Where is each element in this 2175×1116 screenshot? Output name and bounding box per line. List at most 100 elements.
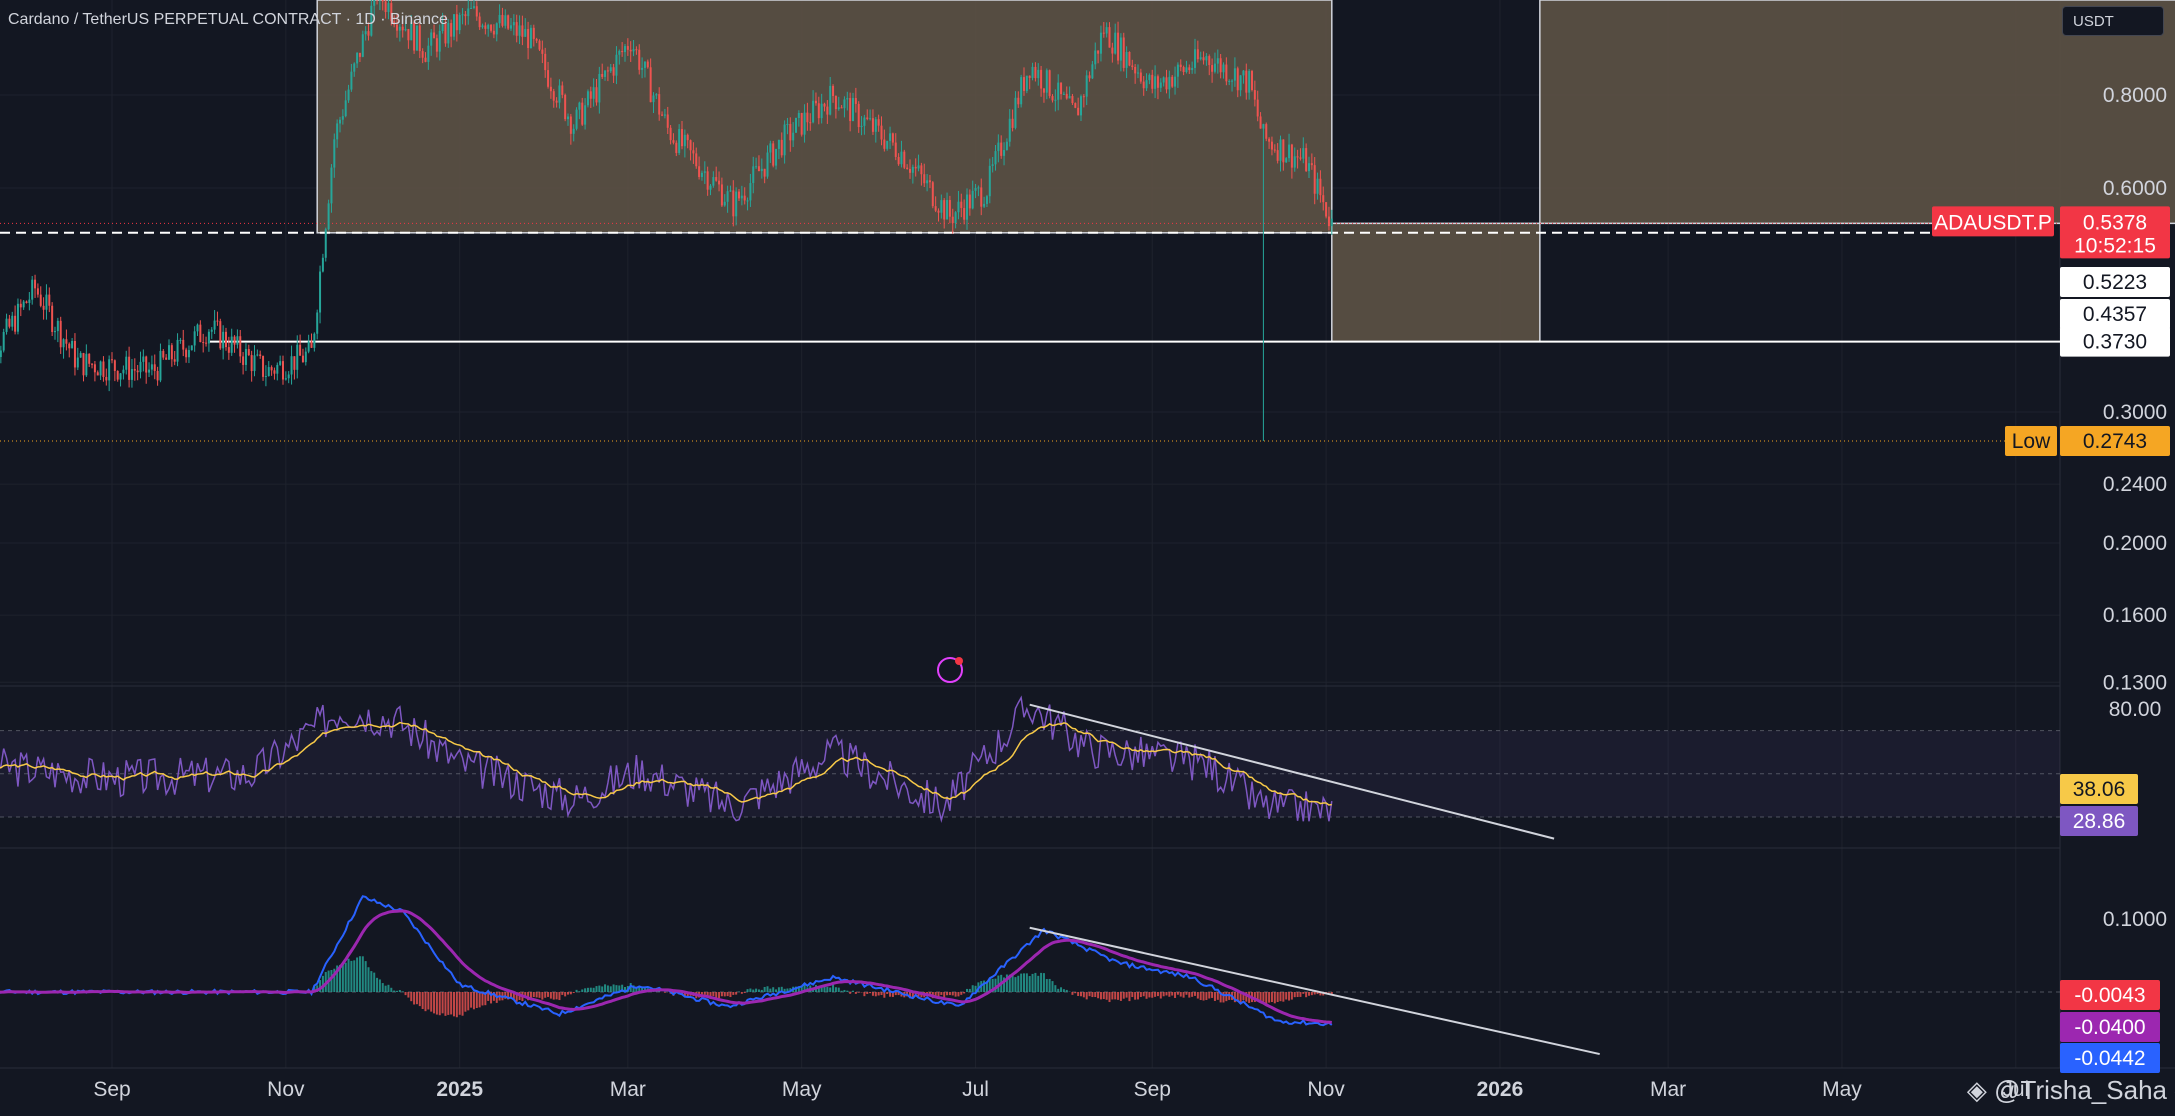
time-axis: Sep Nov 2025 Mar May Jul Sep Nov 2026 Mar May Jul Se… [93, 1078, 2175, 1101]
candle [185, 347, 188, 363]
candle-body [626, 46, 629, 50]
candle [244, 343, 247, 371]
candle [1060, 82, 1063, 100]
candle-body [920, 165, 923, 175]
candle [974, 183, 977, 199]
candle-body [1102, 32, 1105, 34]
histogram-bar [455, 992, 458, 1018]
histogram-bar [615, 985, 618, 992]
candle [313, 332, 316, 352]
candle [814, 92, 817, 106]
candle [643, 61, 646, 78]
histogram-bar [1085, 992, 1088, 1000]
histogram-bar [729, 992, 732, 998]
candle-body [521, 25, 524, 37]
histogram-bar [871, 992, 874, 996]
histogram-bar [1202, 992, 1205, 1001]
candle [800, 112, 803, 137]
candle-body [1282, 139, 1285, 163]
candle-body [852, 98, 854, 122]
candle-body [501, 14, 504, 26]
candle-body [871, 118, 874, 132]
histogram-bar [444, 992, 447, 1016]
candle [470, 1, 473, 9]
candle [34, 274, 37, 298]
candle-body [216, 320, 219, 322]
candle-body [777, 139, 780, 149]
candle-body [413, 22, 416, 51]
candle [116, 370, 119, 382]
histogram-bar [1299, 992, 1302, 997]
candle-body [162, 350, 165, 358]
candle-body [1194, 49, 1196, 68]
candle-body [749, 183, 752, 201]
candle-body [447, 23, 450, 44]
candle-body [1054, 99, 1057, 101]
histogram-bar [589, 987, 592, 992]
candle [549, 77, 552, 99]
histogram-bar [712, 992, 715, 997]
candle-body [122, 369, 125, 374]
currency-button[interactable]: USDT [2062, 6, 2164, 36]
candle-body [769, 143, 772, 153]
candle [207, 329, 210, 352]
candle [1327, 206, 1330, 231]
candle [418, 19, 421, 59]
candle-body [327, 203, 330, 230]
histogram-bar [700, 992, 703, 995]
candle [1288, 133, 1291, 162]
candle-body [1239, 75, 1242, 91]
candle [578, 101, 581, 120]
histogram-bar [364, 961, 367, 992]
histogram-bar [740, 992, 743, 994]
candle-body [1151, 74, 1154, 89]
candle-body [1142, 81, 1145, 89]
candle [923, 163, 926, 188]
histogram-bar [632, 985, 635, 992]
histogram-bar [1097, 992, 1100, 999]
candle [635, 46, 638, 55]
candle-body [370, 5, 373, 36]
candle [176, 333, 179, 367]
candle [752, 156, 755, 194]
candle [358, 52, 361, 62]
candle-body [1222, 64, 1225, 73]
candle [256, 349, 259, 357]
histogram-bar [1265, 992, 1268, 1005]
last-price-value: 0.5378 [2083, 211, 2147, 234]
candle-body [384, 1, 387, 13]
candle [393, 15, 396, 28]
histogram-bar [1017, 975, 1020, 992]
candle-body [1122, 37, 1125, 68]
candle [832, 84, 835, 103]
candle [1065, 86, 1068, 100]
histogram-bar [817, 986, 820, 992]
candle [381, 0, 384, 11]
candle-body [812, 100, 815, 123]
histogram-bar [415, 992, 418, 1005]
candle [735, 187, 738, 226]
candle-body [324, 229, 327, 258]
candle [849, 92, 852, 132]
candle [1162, 76, 1165, 87]
candle-body [700, 172, 703, 177]
histogram-bar [373, 972, 376, 992]
candle [367, 22, 370, 41]
price-tick-label: 0.1600 [2103, 604, 2167, 627]
candle-body [1322, 195, 1325, 203]
candle-body [250, 355, 253, 372]
candle [806, 102, 809, 131]
candle [62, 338, 65, 359]
histogram-bar [358, 956, 361, 992]
candle [1322, 186, 1325, 211]
candle [1194, 38, 1196, 74]
candle-body [270, 367, 273, 371]
histogram-bar [840, 990, 843, 992]
rsi-pane [0, 695, 2060, 840]
histogram-bar [1057, 988, 1060, 992]
histogram-bar [957, 992, 960, 997]
histogram-bar [1185, 992, 1188, 995]
candle [957, 190, 960, 220]
candle [65, 329, 68, 351]
